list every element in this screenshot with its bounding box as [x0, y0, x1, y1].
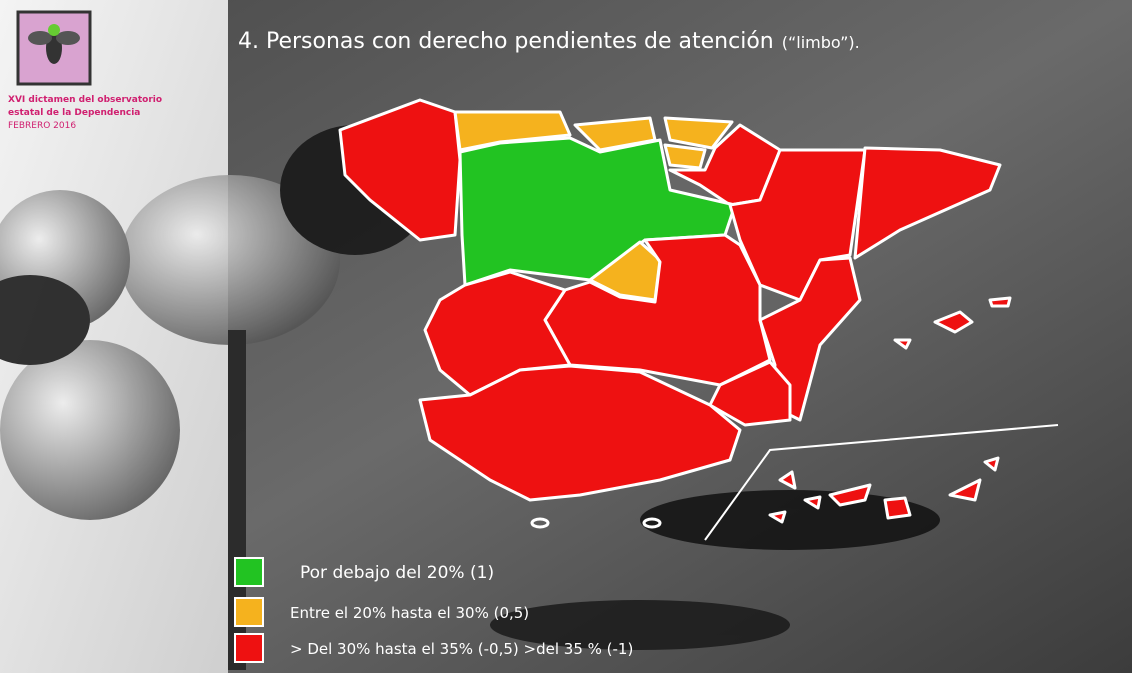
map — [338, 98, 1059, 541]
pais-vasco — [663, 116, 734, 150]
asturias — [453, 110, 572, 152]
canarias-divider — [704, 424, 1059, 541]
title-main: 4. Personas con derecho pendientes de at… — [238, 29, 774, 54]
title-note: (“limbo”). — [782, 33, 860, 52]
la-rioja — [663, 143, 707, 170]
galicia — [338, 98, 462, 242]
sidebar-line: XVI dictamen del observatorio — [8, 95, 162, 105]
baleares — [893, 296, 1012, 350]
legend-label: Por debajo del 20% (1) — [300, 563, 494, 583]
sidebar-line: estatal de la Dependencia — [8, 108, 140, 118]
sidebar-line: FEBRERO 2016 — [8, 121, 76, 131]
legend-swatch — [234, 557, 264, 587]
legend: Por debajo del 20% (1) Entre el 20% hasta… — [234, 557, 633, 663]
legend-label: Entre el 20% hasta el 30% (0,5) — [290, 604, 529, 622]
cataluna — [853, 146, 1002, 260]
legend-label: > Del 30% hasta el 35% (-0,5) >del 35 % … — [290, 640, 633, 658]
title: 4. Personas con derecho pendientes de at… — [238, 29, 860, 54]
decor — [0, 125, 940, 670]
logo — [16, 10, 92, 86]
ceuta — [530, 517, 550, 529]
canarias — [768, 456, 1000, 524]
aragon — [728, 148, 867, 302]
legend-swatch — [234, 633, 264, 663]
melilla — [642, 517, 662, 529]
legend-swatch — [234, 597, 264, 627]
andalucia — [418, 364, 742, 502]
